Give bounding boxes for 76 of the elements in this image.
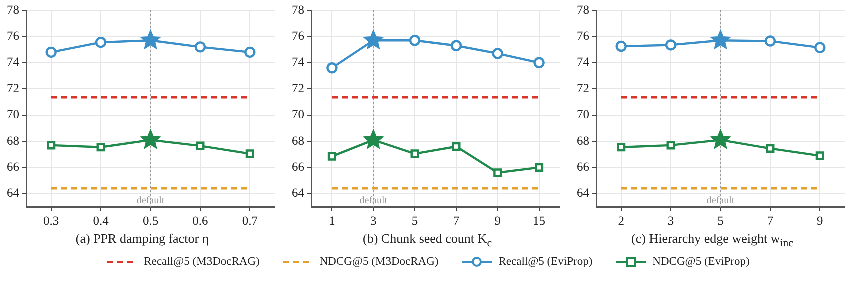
y-tick-label: 72 bbox=[7, 81, 20, 96]
point bbox=[96, 143, 106, 152]
point bbox=[328, 152, 336, 161]
y-tick-label: 70 bbox=[7, 108, 20, 122]
point bbox=[535, 163, 544, 172]
point bbox=[246, 150, 254, 158]
point bbox=[814, 42, 826, 54]
x-tick-label: 5 bbox=[718, 214, 724, 228]
point bbox=[764, 36, 776, 47]
point bbox=[452, 142, 461, 152]
x-tick-label: 5 bbox=[412, 214, 418, 228]
point bbox=[194, 42, 206, 53]
x-tick-label: 0.7 bbox=[242, 214, 258, 228]
x-tick-label: 0.4 bbox=[93, 214, 110, 228]
y-tick-label: 76 bbox=[292, 28, 304, 43]
point bbox=[326, 62, 338, 74]
x-tick-label: 0.5 bbox=[142, 214, 159, 228]
x-tick-label: 9 bbox=[817, 214, 824, 228]
y-tick-label: 70 bbox=[292, 108, 304, 122]
point bbox=[450, 40, 462, 52]
y-tick-label: 64 bbox=[292, 186, 306, 200]
x-axis-title: (a) PPR damping factor η bbox=[74, 230, 210, 248]
point bbox=[766, 144, 775, 153]
ref-line-label: default bbox=[360, 196, 388, 207]
point bbox=[95, 36, 107, 48]
x-tick-label: 3 bbox=[668, 214, 674, 228]
point bbox=[816, 152, 824, 160]
y-tick-label: 68 bbox=[292, 134, 304, 148]
y-tick-label: 68 bbox=[7, 134, 20, 148]
point bbox=[534, 57, 545, 68]
ref-line-label: default bbox=[706, 196, 735, 207]
point bbox=[616, 40, 627, 52]
y-tick-label: 76 bbox=[577, 28, 590, 43]
y-tick-label: 66 bbox=[577, 160, 590, 174]
y-tick-label: 74 bbox=[292, 55, 306, 70]
y-tick-label: 70 bbox=[577, 108, 590, 122]
point bbox=[196, 142, 205, 150]
y-tick-label: 72 bbox=[577, 81, 590, 96]
y-tick-label: 66 bbox=[292, 160, 304, 174]
x-tick-label: 15 bbox=[533, 214, 546, 228]
y-tick-label: 78 bbox=[7, 2, 20, 17]
ref-line-label: default bbox=[136, 196, 165, 207]
y-tick-label: 78 bbox=[577, 2, 590, 17]
point bbox=[492, 48, 504, 60]
point bbox=[410, 150, 420, 158]
point bbox=[409, 35, 421, 46]
point bbox=[666, 141, 676, 150]
point bbox=[665, 40, 677, 51]
y-tick-label: 72 bbox=[292, 81, 304, 96]
x-tick-label: 7 bbox=[767, 214, 774, 228]
y-tick-label: 74 bbox=[7, 55, 20, 70]
point bbox=[47, 141, 56, 150]
legend-label: Recall@5 (EviProp) bbox=[498, 256, 593, 268]
legend-label: Recall@5 (M3DocRAG) bbox=[144, 256, 260, 268]
point bbox=[46, 46, 57, 58]
x-tick-label: 2 bbox=[618, 214, 624, 228]
legend-label: NDCG@5 (M3DocRAG) bbox=[320, 256, 439, 268]
x-tick-label: 1 bbox=[329, 214, 336, 228]
y-tick-label: 66 bbox=[7, 160, 20, 174]
y-tick-label: 64 bbox=[7, 186, 20, 200]
y-tick-label: 76 bbox=[7, 28, 20, 43]
point bbox=[494, 168, 502, 178]
y-tick-label: 68 bbox=[577, 134, 590, 148]
x-tick-label: 3 bbox=[370, 214, 377, 228]
y-tick-label: 64 bbox=[577, 186, 590, 200]
x-tick-label: 0.3 bbox=[44, 214, 60, 228]
x-tick-label: 0.6 bbox=[192, 214, 208, 228]
y-tick-label: 74 bbox=[577, 55, 590, 70]
x-axis-title: (c) Hierarchy edge weight w$_{inc}$ bbox=[630, 230, 794, 250]
point bbox=[244, 46, 256, 58]
x-tick-label: 9 bbox=[494, 214, 501, 228]
legend-label: NDCG@5 (EviProp) bbox=[652, 256, 750, 268]
x-tick-label: 7 bbox=[453, 214, 460, 228]
x-axis-title: (b) Chunk seed count K$_{c}$ bbox=[362, 230, 493, 250]
y-tick-label: 78 bbox=[292, 2, 304, 17]
point bbox=[617, 143, 626, 152]
